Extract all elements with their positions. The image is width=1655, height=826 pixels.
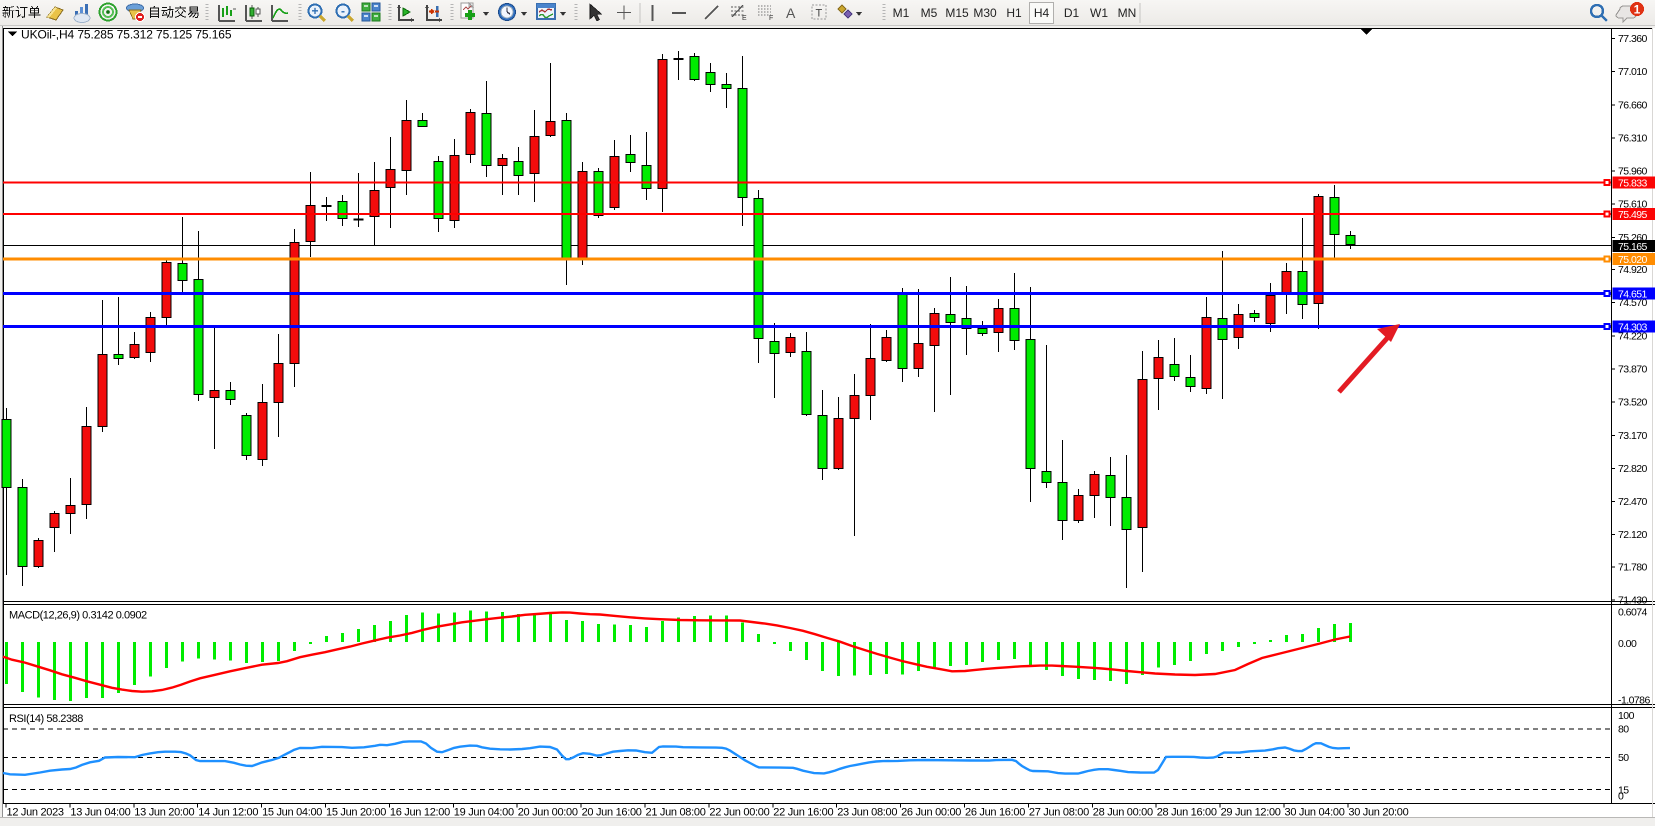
svg-text:H1: H1 — [1006, 6, 1022, 20]
svg-text:M15: M15 — [945, 6, 969, 20]
svg-text:75.960: 75.960 — [1618, 166, 1648, 178]
svg-text:26 Jun 00:00: 26 Jun 00:00 — [901, 807, 961, 819]
svg-text:75.610: 75.610 — [1618, 199, 1648, 211]
svg-text:73.170: 73.170 — [1618, 430, 1648, 442]
svg-text:M1: M1 — [893, 6, 910, 20]
svg-text:13 Jun 20:00: 13 Jun 20:00 — [134, 807, 194, 819]
svg-text:W1: W1 — [1090, 6, 1108, 20]
svg-text:71.430: 71.430 — [1618, 594, 1648, 606]
svg-text:-: - — [341, 4, 345, 18]
svg-text:29 Jun 12:00: 29 Jun 12:00 — [1221, 807, 1281, 819]
svg-text:27 Jun 08:00: 27 Jun 08:00 — [1029, 807, 1089, 819]
svg-text:22 Jun 00:00: 22 Jun 00:00 — [709, 807, 769, 819]
svg-text:28 Jun 16:00: 28 Jun 16:00 — [1157, 807, 1217, 819]
svg-text:15: 15 — [1618, 785, 1629, 797]
svg-text:15 Jun 20:00: 15 Jun 20:00 — [326, 807, 386, 819]
svg-text:E: E — [742, 15, 747, 22]
svg-text:75.495: 75.495 — [1618, 209, 1648, 221]
svg-text:-1.0786: -1.0786 — [1618, 695, 1650, 707]
svg-text:74.220: 74.220 — [1618, 330, 1648, 342]
svg-text:F: F — [769, 15, 773, 22]
svg-text:15 Jun 04:00: 15 Jun 04:00 — [262, 807, 322, 819]
svg-text:72.120: 72.120 — [1618, 529, 1648, 541]
svg-text:75.020: 75.020 — [1618, 254, 1648, 266]
svg-text:76.660: 76.660 — [1618, 99, 1648, 111]
svg-text:30 Jun 04:00: 30 Jun 04:00 — [1285, 807, 1345, 819]
svg-text:74.651: 74.651 — [1618, 289, 1648, 301]
svg-text:74.920: 74.920 — [1618, 264, 1648, 276]
svg-text:26 Jun 16:00: 26 Jun 16:00 — [965, 807, 1025, 819]
svg-text:D1: D1 — [1064, 6, 1080, 20]
svg-text:75.833: 75.833 — [1618, 178, 1648, 190]
svg-text:14 Jun 12:00: 14 Jun 12:00 — [198, 807, 258, 819]
svg-text:20 Jun 16:00: 20 Jun 16:00 — [582, 807, 642, 819]
svg-text:RSI(14) 58.2388: RSI(14) 58.2388 — [9, 713, 83, 725]
svg-text:50: 50 — [1618, 752, 1629, 764]
svg-text:UKOil-,H4 75.285 75.312 75.12: UKOil-,H4 75.285 75.312 75.125 75.165 — [21, 28, 232, 42]
svg-text:0.00: 0.00 — [1618, 638, 1637, 650]
svg-text:28 Jun 00:00: 28 Jun 00:00 — [1093, 807, 1153, 819]
svg-text:MACD(12,26,9) 0.3142 0.0902: MACD(12,26,9) 0.3142 0.0902 — [9, 610, 147, 622]
svg-text:100: 100 — [1618, 710, 1635, 722]
svg-text:77.010: 77.010 — [1618, 66, 1648, 78]
svg-text:1: 1 — [1634, 3, 1641, 17]
svg-text:75.165: 75.165 — [1618, 241, 1648, 253]
svg-text:M5: M5 — [921, 6, 938, 20]
svg-text:80: 80 — [1618, 723, 1629, 735]
svg-text:77.360: 77.360 — [1618, 33, 1648, 45]
svg-text:20 Jun 00:00: 20 Jun 00:00 — [518, 807, 578, 819]
svg-text:71.780: 71.780 — [1618, 561, 1648, 573]
svg-text:72.470: 72.470 — [1618, 496, 1648, 508]
svg-text:16 Jun 12:00: 16 Jun 12:00 — [390, 807, 450, 819]
svg-text:H4: H4 — [1034, 6, 1050, 20]
svg-text:A: A — [786, 5, 796, 21]
svg-text:23 Jun 08:00: 23 Jun 08:00 — [837, 807, 897, 819]
svg-text:+: + — [311, 4, 318, 18]
svg-text:0.6074: 0.6074 — [1618, 607, 1648, 619]
svg-text:72.820: 72.820 — [1618, 463, 1648, 475]
svg-text:19 Jun 04:00: 19 Jun 04:00 — [454, 807, 514, 819]
svg-text:MN: MN — [1118, 6, 1137, 20]
svg-text:12 Jun 2023: 12 Jun 2023 — [7, 807, 64, 819]
svg-text:0: 0 — [1618, 791, 1624, 803]
svg-text:73.870: 73.870 — [1618, 364, 1648, 376]
svg-text:22 Jun 16:00: 22 Jun 16:00 — [773, 807, 833, 819]
svg-text:T: T — [816, 8, 823, 20]
svg-text:73.520: 73.520 — [1618, 397, 1648, 409]
svg-text:21 Jun 08:00: 21 Jun 08:00 — [646, 807, 706, 819]
svg-text:M30: M30 — [973, 6, 997, 20]
svg-text:74.570: 74.570 — [1618, 297, 1648, 309]
svg-text:13 Jun 04:00: 13 Jun 04:00 — [70, 807, 130, 819]
svg-text:30 Jun 20:00: 30 Jun 20:00 — [1348, 807, 1408, 819]
svg-text:74.303: 74.303 — [1618, 322, 1648, 334]
svg-text:76.310: 76.310 — [1618, 132, 1648, 144]
